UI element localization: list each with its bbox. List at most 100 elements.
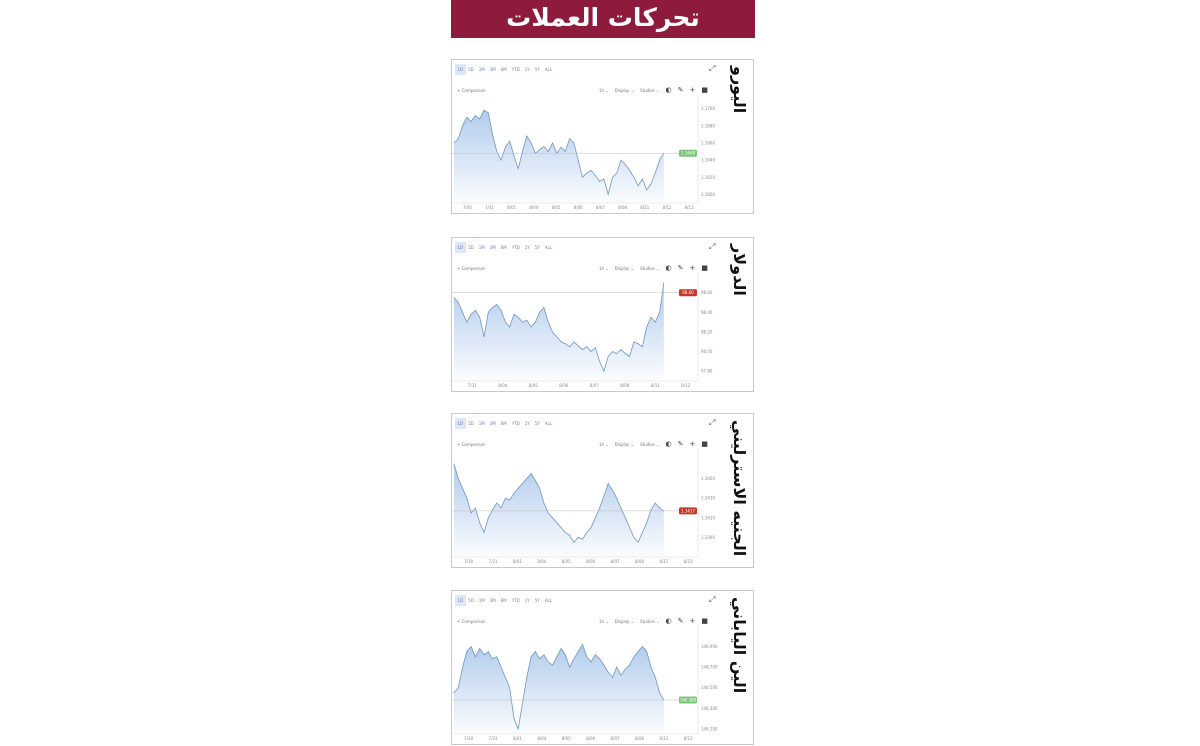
crosshair-icon[interactable]: +	[689, 86, 696, 94]
data-point	[620, 349, 622, 350]
display-dropdown[interactable]: Display ⌄	[614, 618, 635, 624]
range-button-5d[interactable]: 5D	[468, 245, 474, 250]
display-dropdown[interactable]: Display ⌄	[614, 441, 635, 447]
expand-icon[interactable]: ⤢	[709, 418, 716, 427]
range-selector: 1D 5D 1M 3M 6M YTD 1Y 5Y ALL	[455, 595, 554, 606]
data-point	[522, 702, 523, 704]
data-point	[552, 517, 553, 519]
studies-dropdown[interactable]: Studies ⌄	[640, 618, 660, 624]
chart-svg: 1.3450 1.3430 1.3410 1.3390 7/30 7/31 8/01 8/04…	[452, 448, 715, 564]
draw-icon[interactable]: ✎	[677, 264, 684, 272]
range-button-3m[interactable]: 3M	[489, 421, 496, 426]
data-point	[543, 146, 545, 147]
expand-icon[interactable]: ⤢	[709, 64, 716, 73]
data-point	[620, 507, 622, 509]
comparison-button[interactable]: + Comparison	[457, 619, 486, 624]
crosshair-icon[interactable]: +	[689, 264, 696, 272]
last-price-tag	[679, 149, 697, 157]
range-button-5d[interactable]: 5D	[468, 421, 474, 426]
data-point	[479, 522, 480, 523]
fullscreen-icon[interactable]: ■	[701, 264, 708, 272]
draw-icon[interactable]: ✎	[677, 617, 684, 625]
data-point	[505, 497, 506, 499]
y-tick-label: 1.1660	[701, 140, 715, 145]
draw-icon[interactable]: ✎	[677, 86, 684, 94]
range-button-1y[interactable]: 1Y	[524, 67, 530, 72]
y-tick-label: 98.20	[701, 329, 713, 334]
range-button-5y[interactable]: 5Y	[534, 245, 540, 250]
range-button-1d[interactable]: 1D	[455, 64, 466, 75]
range-button-5y[interactable]: 5Y	[534, 67, 540, 72]
x-tick-label: 8/06	[559, 383, 568, 388]
display-dropdown[interactable]: Display ⌄	[614, 265, 635, 271]
comparison-button[interactable]: + Comparison	[457, 442, 486, 447]
interval-dropdown[interactable]: 1h ⌄	[598, 265, 609, 271]
range-button-3m[interactable]: 3M	[489, 67, 496, 72]
data-point	[513, 718, 515, 719]
range-button-ytd[interactable]: YTD	[511, 421, 520, 426]
indicator-icon[interactable]: ◐	[665, 86, 672, 94]
range-button-1d[interactable]: 1D	[455, 595, 466, 606]
range-button-1m[interactable]: 1M	[478, 421, 485, 426]
area-fill	[454, 110, 664, 203]
indicator-icon[interactable]: ◐	[665, 617, 672, 625]
comparison-button[interactable]: + Comparison	[457, 88, 486, 93]
last-price-tag	[679, 696, 697, 704]
y-tick-label: 1.1600	[701, 192, 715, 197]
x-tick-label: 8/08	[635, 736, 644, 741]
range-button-5d[interactable]: 5D	[468, 67, 474, 72]
range-button-3m[interactable]: 3M	[489, 245, 496, 250]
crosshair-icon[interactable]: +	[689, 440, 696, 448]
data-point	[629, 527, 630, 528]
range-button-1m[interactable]: 1M	[478, 245, 485, 250]
range-button-1y[interactable]: 1Y	[524, 421, 530, 426]
range-button-all[interactable]: ALL	[544, 421, 552, 426]
comparison-button[interactable]: + Comparison	[457, 266, 486, 271]
interval-dropdown[interactable]: 1h ⌄	[598, 618, 609, 624]
draw-icon[interactable]: ✎	[677, 440, 684, 448]
fullscreen-icon[interactable]: ■	[701, 440, 708, 448]
range-button-1m[interactable]: 1M	[478, 67, 485, 72]
range-button-1d[interactable]: 1D	[455, 418, 466, 429]
studies-dropdown[interactable]: Studies ⌄	[640, 87, 660, 93]
studies-dropdown[interactable]: Studies ⌄	[640, 265, 660, 271]
data-point	[560, 341, 562, 343]
indicator-icon[interactable]: ◐	[665, 440, 672, 448]
fullscreen-icon[interactable]: ■	[701, 86, 708, 94]
data-point	[543, 654, 545, 655]
range-button-6m[interactable]: 6M	[500, 421, 507, 426]
data-point	[513, 313, 515, 315]
interval-dropdown[interactable]: 1h ⌄	[598, 441, 609, 447]
data-point	[659, 692, 660, 694]
interval-dropdown[interactable]: 1h ⌄	[598, 87, 609, 93]
range-button-6m[interactable]: 6M	[500, 245, 507, 250]
range-button-all[interactable]: ALL	[544, 67, 552, 72]
range-button-5d[interactable]: 5D	[468, 598, 474, 603]
range-button-6m[interactable]: 6M	[500, 67, 507, 72]
data-point	[556, 656, 558, 658]
expand-icon[interactable]: ⤢	[709, 595, 716, 604]
range-button-1m[interactable]: 1M	[478, 598, 485, 603]
range-button-ytd[interactable]: YTD	[511, 245, 520, 250]
indicator-icon[interactable]: ◐	[665, 264, 672, 272]
range-button-all[interactable]: ALL	[544, 245, 552, 250]
crosshair-icon[interactable]: +	[689, 617, 696, 625]
data-point	[582, 176, 583, 178]
range-button-5y[interactable]: 5Y	[534, 598, 540, 603]
range-button-1d[interactable]: 1D	[455, 242, 466, 253]
expand-icon[interactable]: ⤢	[709, 242, 716, 251]
display-dropdown[interactable]: Display ⌄	[614, 87, 635, 93]
data-point	[475, 656, 476, 658]
studies-dropdown[interactable]: Studies ⌄	[640, 441, 660, 447]
range-button-1y[interactable]: 1Y	[524, 245, 530, 250]
data-point	[492, 509, 493, 511]
range-button-5y[interactable]: 5Y	[534, 421, 540, 426]
range-button-all[interactable]: ALL	[544, 598, 552, 603]
range-button-ytd[interactable]: YTD	[511, 598, 520, 603]
area-fill	[454, 463, 664, 557]
range-button-3m[interactable]: 3M	[489, 598, 496, 603]
range-button-ytd[interactable]: YTD	[511, 67, 520, 72]
range-button-6m[interactable]: 6M	[500, 598, 507, 603]
range-button-1y[interactable]: 1Y	[524, 598, 530, 603]
fullscreen-icon[interactable]: ■	[701, 617, 708, 625]
